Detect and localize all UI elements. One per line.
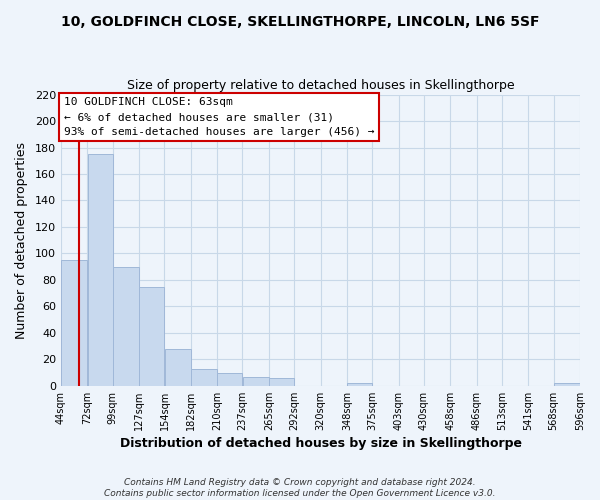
Bar xyxy=(269,378,294,386)
Bar xyxy=(88,154,113,386)
Bar xyxy=(61,260,87,386)
Text: Contains HM Land Registry data © Crown copyright and database right 2024.
Contai: Contains HM Land Registry data © Crown c… xyxy=(104,478,496,498)
Bar xyxy=(217,372,242,386)
Title: Size of property relative to detached houses in Skellingthorpe: Size of property relative to detached ho… xyxy=(127,79,514,92)
Y-axis label: Number of detached properties: Number of detached properties xyxy=(15,142,28,338)
Bar xyxy=(139,286,164,386)
Text: 10 GOLDFINCH CLOSE: 63sqm
← 6% of detached houses are smaller (31)
93% of semi-d: 10 GOLDFINCH CLOSE: 63sqm ← 6% of detach… xyxy=(64,97,374,137)
Bar xyxy=(165,348,191,386)
X-axis label: Distribution of detached houses by size in Skellingthorpe: Distribution of detached houses by size … xyxy=(119,437,521,450)
Bar xyxy=(191,368,217,386)
Bar xyxy=(347,383,372,386)
Bar xyxy=(113,266,139,386)
Bar xyxy=(554,383,580,386)
Bar xyxy=(243,376,269,386)
Text: 10, GOLDFINCH CLOSE, SKELLINGTHORPE, LINCOLN, LN6 5SF: 10, GOLDFINCH CLOSE, SKELLINGTHORPE, LIN… xyxy=(61,15,539,29)
